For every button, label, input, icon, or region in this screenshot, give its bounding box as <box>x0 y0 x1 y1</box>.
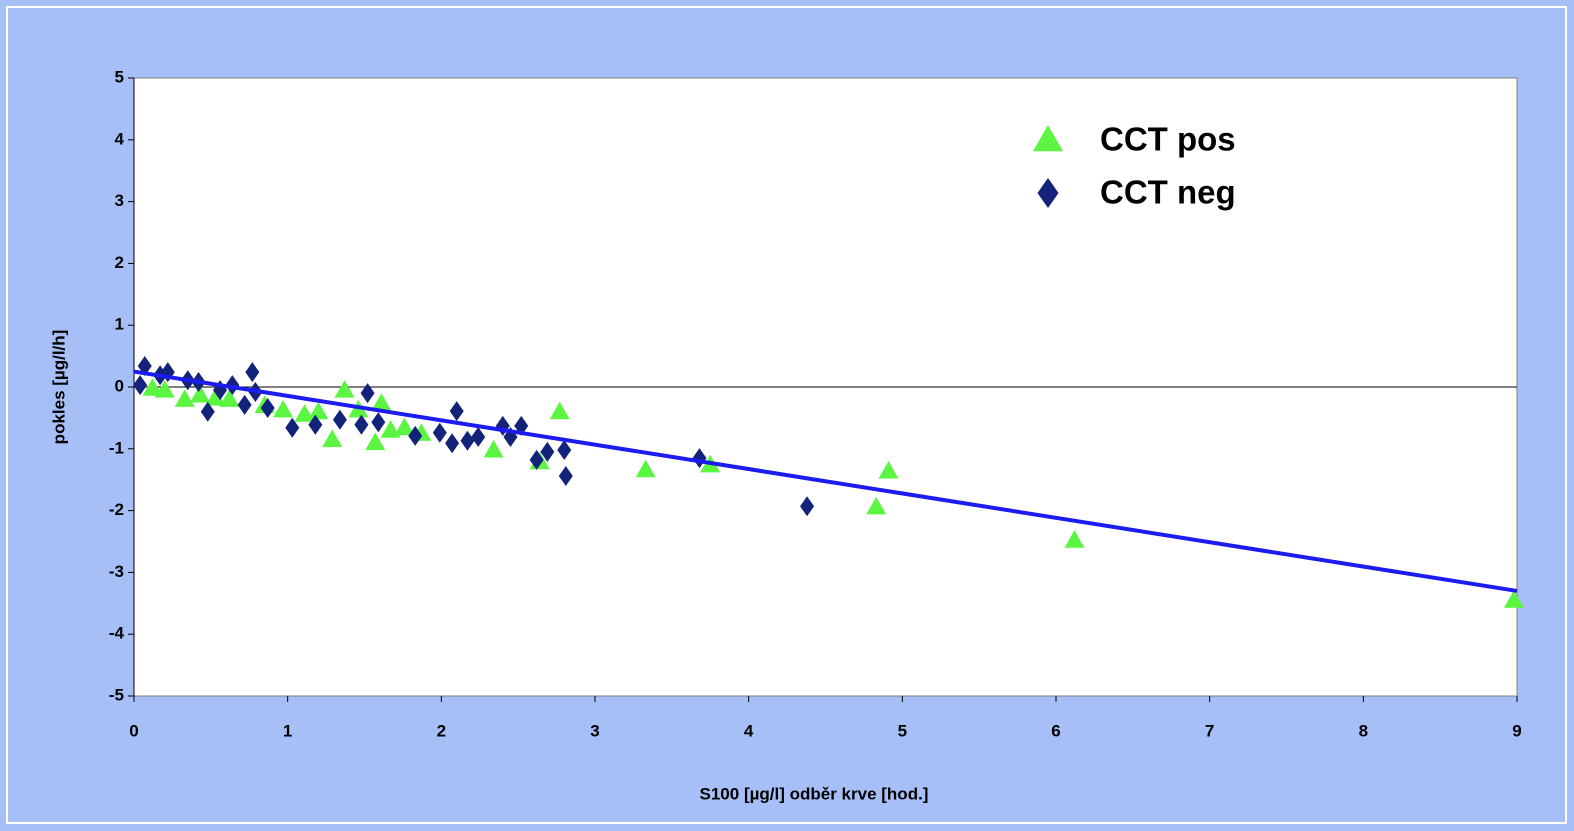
data-point <box>133 375 148 396</box>
data-point <box>557 440 572 461</box>
legend-marker <box>1033 125 1063 152</box>
data-point <box>432 422 447 443</box>
x-tick-label: 3 <box>590 721 599 740</box>
data-point <box>558 465 573 486</box>
x-tick-label: 1 <box>283 721 292 740</box>
data-point <box>1064 530 1085 548</box>
data-point <box>260 398 275 419</box>
data-point <box>460 430 475 451</box>
x-tick-label: 0 <box>129 721 138 740</box>
data-point <box>371 412 386 433</box>
data-point <box>142 378 163 396</box>
data-point <box>800 496 815 517</box>
y-tick-label: -5 <box>109 685 124 704</box>
data-point <box>334 380 355 398</box>
data-point <box>360 383 375 404</box>
data-point <box>322 429 343 448</box>
data-point <box>190 385 211 403</box>
data-point <box>308 401 329 420</box>
data-point <box>549 401 570 420</box>
data-point <box>408 425 423 446</box>
y-tick-label: 1 <box>115 315 124 334</box>
x-tick-label: 9 <box>1512 721 1521 740</box>
x-tick-label: 8 <box>1359 721 1368 740</box>
x-tick-label: 6 <box>1051 721 1060 740</box>
data-point <box>205 388 226 406</box>
data-point <box>237 394 252 415</box>
data-point <box>445 433 460 454</box>
data-point <box>635 459 656 478</box>
y-tick-label: 5 <box>115 67 124 86</box>
data-point <box>308 414 323 435</box>
data-point <box>529 449 544 470</box>
y-tick-label: 4 <box>115 129 125 148</box>
x-tick-label: 5 <box>898 721 907 740</box>
data-point <box>332 409 347 430</box>
data-point <box>174 389 195 407</box>
data-point <box>200 401 215 422</box>
data-point <box>540 441 555 462</box>
y-tick-label: -4 <box>109 624 125 643</box>
data-point <box>154 380 175 398</box>
data-point <box>866 496 887 515</box>
data-point <box>471 427 486 448</box>
data-point <box>365 432 386 451</box>
data-point <box>273 399 294 418</box>
trendline <box>133 369 1518 593</box>
x-axis-label: S100 [µg/l] odběr krve [hod.] <box>700 784 929 803</box>
y-tick-label: -2 <box>109 500 124 519</box>
y-tick-label: -3 <box>109 562 124 581</box>
data-point <box>371 393 392 411</box>
y-tick-label: 0 <box>115 376 124 395</box>
y-axis-label: pokles [µg/l/h] <box>49 330 68 445</box>
data-point <box>1503 590 1524 608</box>
legend-marker <box>1037 178 1059 208</box>
legend-label: CCT pos <box>1100 121 1236 158</box>
legend-label: CCT neg <box>1100 174 1236 211</box>
data-point <box>354 414 369 435</box>
data-point <box>219 389 240 407</box>
chart-border <box>6 6 1567 824</box>
y-tick-label: -1 <box>109 438 124 457</box>
x-tick-label: 2 <box>437 721 446 740</box>
data-point <box>285 417 300 438</box>
data-point <box>394 417 415 436</box>
data-point <box>483 440 504 458</box>
x-tick-label: 7 <box>1205 721 1214 740</box>
data-point <box>245 362 260 383</box>
data-point <box>449 401 464 422</box>
y-tick-label: 2 <box>115 253 124 272</box>
y-tick-label: 3 <box>115 191 124 210</box>
x-tick-label: 4 <box>744 721 754 740</box>
data-point <box>878 461 899 479</box>
